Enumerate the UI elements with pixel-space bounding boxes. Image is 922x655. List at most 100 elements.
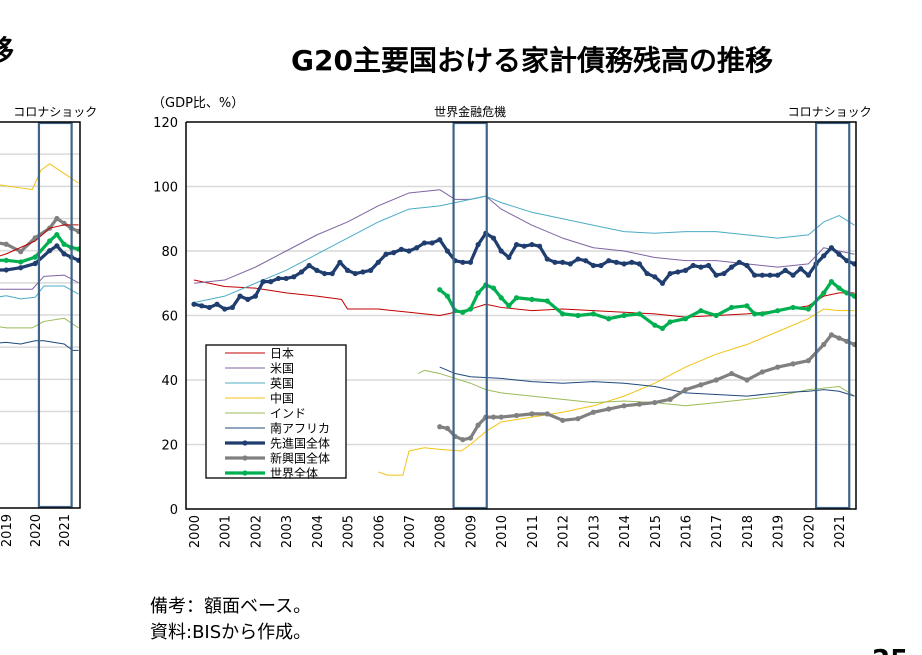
x-tick-label: 2000 xyxy=(188,515,203,548)
x-tick-label: 2009 xyxy=(464,515,479,548)
data-point-advanced xyxy=(360,269,366,275)
data-point-advanced xyxy=(767,272,773,278)
series-line-uk xyxy=(193,195,855,304)
data-point-advanced xyxy=(460,259,466,265)
plot-frame xyxy=(0,121,81,509)
data-point-world xyxy=(775,308,781,314)
page-title: G20主要国おける家計債務残高の推移 xyxy=(291,44,773,77)
data-point-world xyxy=(3,257,9,263)
y-tick-label: 120 xyxy=(153,116,178,131)
data-point-emerging xyxy=(790,361,796,367)
series-line-south_africa xyxy=(439,366,855,397)
data-point-world xyxy=(444,293,451,299)
data-point-world xyxy=(544,298,550,304)
x-tick-label: 2021 xyxy=(833,515,848,548)
data-point-advanced xyxy=(214,301,220,307)
data-point-emerging xyxy=(744,377,750,383)
data-point-world xyxy=(659,325,666,331)
data-point-emerging xyxy=(32,235,38,241)
data-point-advanced xyxy=(260,279,266,285)
data-point-world xyxy=(621,312,627,319)
data-point-emerging xyxy=(75,228,80,234)
data-point-emerging xyxy=(621,403,627,409)
data-point-advanced xyxy=(61,251,67,257)
data-point-advanced xyxy=(821,253,827,259)
data-point-world xyxy=(821,290,827,296)
data-point-emerging xyxy=(836,335,842,341)
data-point-emerging xyxy=(759,369,765,375)
data-point-world xyxy=(506,303,512,309)
data-point-emerging xyxy=(467,435,474,441)
x-tick-label: 2018 xyxy=(741,515,756,548)
data-point-world xyxy=(759,311,765,317)
data-point-advanced xyxy=(291,274,297,280)
data-point-advanced xyxy=(567,261,573,267)
data-point-advanced xyxy=(606,258,612,264)
x-tick-label: 2021 xyxy=(58,514,73,547)
data-point-world xyxy=(498,295,504,301)
main-chart: 0 20 40 60 80 100 120 2000 2001 2002 2003 2004 2005 2… xyxy=(152,96,872,548)
x-tick-label: 2014 xyxy=(618,515,633,548)
data-point-emerging xyxy=(682,387,689,393)
left-chart: 2019 2020 2021 コロナショック xyxy=(0,105,97,547)
data-point-emerging xyxy=(3,241,9,247)
data-point-world xyxy=(75,246,80,252)
x-tick-label: 2019 xyxy=(0,514,15,547)
x-tick-label: 2010 xyxy=(495,515,510,548)
data-point-world xyxy=(475,290,481,296)
data-point-world xyxy=(467,306,474,312)
data-point-advanced xyxy=(437,237,443,243)
data-point-advanced xyxy=(644,270,650,277)
page-number: 25 xyxy=(872,645,908,655)
data-point-emerging xyxy=(54,215,60,222)
data-point-advanced xyxy=(47,248,53,254)
x-tick-label: 2002 xyxy=(249,515,264,548)
series-line-china xyxy=(378,308,855,476)
data-point-world xyxy=(713,312,719,319)
data-point-emerging xyxy=(775,364,781,370)
data-point-advanced xyxy=(467,259,474,265)
plot-frame xyxy=(185,121,857,510)
data-point-world xyxy=(590,311,596,317)
data-point-advanced xyxy=(675,269,681,275)
data-point-advanced xyxy=(283,275,289,282)
legend-label: 新興国全体 xyxy=(270,451,330,466)
data-point-advanced xyxy=(421,240,427,246)
data-point-emerging xyxy=(18,249,24,255)
data-point-advanced xyxy=(798,266,804,272)
data-point-advanced xyxy=(728,264,735,270)
highlight-box xyxy=(814,121,851,510)
data-point-advanced xyxy=(682,267,689,273)
series-group xyxy=(0,163,80,351)
data-point-advanced xyxy=(54,243,60,249)
data-point-world xyxy=(32,254,38,260)
legend-marker-advanced xyxy=(242,440,248,446)
legend-label: 米国 xyxy=(270,362,294,376)
data-point-advanced xyxy=(659,280,666,286)
data-point-advanced xyxy=(237,293,243,299)
x-tick-label: 2007 xyxy=(403,515,418,548)
data-point-advanced xyxy=(721,270,727,277)
legend-label: 世界全体 xyxy=(270,466,318,481)
data-point-emerging xyxy=(667,396,673,402)
data-point-world xyxy=(575,312,581,319)
data-point-advanced xyxy=(752,272,758,278)
data-point-advanced xyxy=(560,259,566,265)
data-point-advanced xyxy=(75,257,80,263)
data-point-world xyxy=(560,311,566,317)
data-point-advanced xyxy=(229,304,235,311)
data-point-advanced xyxy=(583,258,589,264)
data-point-world xyxy=(851,293,856,299)
x-tick-label: 2012 xyxy=(557,515,572,548)
series-line-japan xyxy=(0,224,79,257)
data-point-emerging xyxy=(590,409,596,415)
data-point-advanced xyxy=(613,259,619,265)
data-point-advanced xyxy=(406,248,412,254)
data-point-world xyxy=(490,285,497,291)
data-point-world xyxy=(844,290,850,296)
data-point-advanced xyxy=(321,270,328,277)
x-tick-label: 2013 xyxy=(587,515,602,548)
data-point-world xyxy=(667,319,673,325)
data-point-emerging xyxy=(460,437,466,443)
